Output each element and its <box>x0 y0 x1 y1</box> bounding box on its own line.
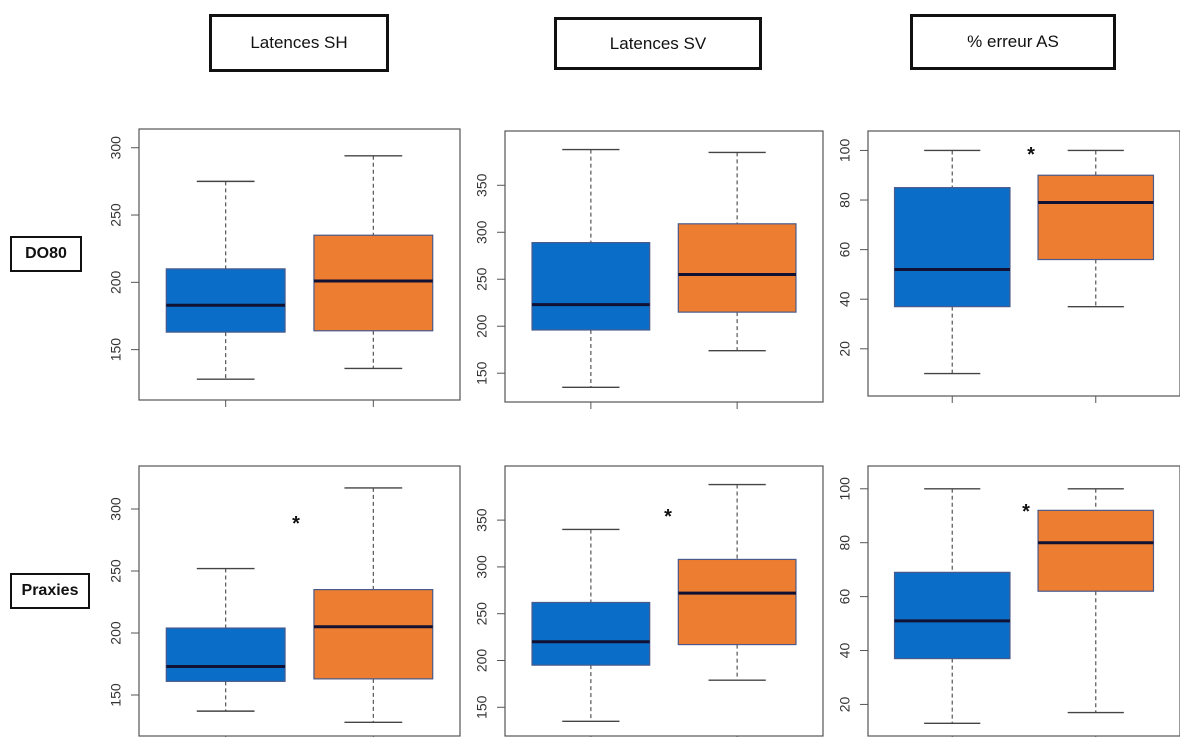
row-label-do80: DO80 <box>10 236 82 272</box>
y-tick-label: 300 <box>108 497 124 521</box>
y-tick-label: 150 <box>108 338 124 362</box>
significance-star: * <box>1022 501 1030 523</box>
plot-frame <box>138 465 461 737</box>
plot-frame <box>867 130 1180 397</box>
box-body <box>531 242 651 331</box>
y-tick-label: 40 <box>837 643 853 659</box>
plot-frame <box>504 130 824 403</box>
y-tick-label: 20 <box>837 696 853 712</box>
y-tick-label: 150 <box>474 361 490 385</box>
y-tick-label: 40 <box>837 291 853 307</box>
box-body <box>677 223 797 313</box>
box-body <box>313 588 434 680</box>
y-tick-label: 60 <box>837 589 853 605</box>
plot-frame <box>867 465 1180 737</box>
y-tick-label: 100 <box>837 139 853 163</box>
box-body <box>1037 509 1155 592</box>
y-tick-label: 350 <box>474 173 490 197</box>
box-body <box>165 268 286 333</box>
y-tick-label: 150 <box>474 695 490 719</box>
y-tick-label: 350 <box>474 508 490 532</box>
y-tick-label: 200 <box>108 270 124 294</box>
y-tick-label: 20 <box>837 341 853 357</box>
significance-star: * <box>664 506 672 528</box>
box-body <box>893 571 1011 660</box>
y-tick-label: 300 <box>108 136 124 160</box>
y-tick-label: 150 <box>108 683 124 707</box>
y-tick-label: 250 <box>474 602 490 626</box>
box-body <box>531 601 651 666</box>
y-tick-label: 250 <box>474 267 490 291</box>
y-tick-label: 300 <box>474 220 490 244</box>
y-tick-label: 80 <box>837 535 853 551</box>
box-body <box>1037 174 1155 261</box>
y-tick-label: 80 <box>837 192 853 208</box>
box-body <box>313 234 434 332</box>
y-tick-label: 200 <box>108 621 124 645</box>
y-tick-label: 300 <box>474 555 490 579</box>
plot-frame <box>138 128 461 401</box>
plot-frame <box>504 465 824 737</box>
header-latences-sv: Latences SV <box>554 17 762 70</box>
significance-star: * <box>1027 144 1035 166</box>
box-body <box>893 187 1011 308</box>
y-tick-label: 250 <box>108 559 124 583</box>
significance-star: * <box>292 513 300 535</box>
y-tick-label: 200 <box>474 649 490 673</box>
y-tick-label: 200 <box>474 314 490 338</box>
header-latences-sh: Latences SH <box>209 14 389 72</box>
box-body <box>165 627 286 682</box>
y-tick-label: 100 <box>837 477 853 501</box>
row-label-praxies: Praxies <box>10 573 90 609</box>
box-body <box>677 558 797 646</box>
y-tick-label: 60 <box>837 242 853 258</box>
header-erreur-as: % erreur AS <box>910 14 1116 70</box>
y-tick-label: 250 <box>108 203 124 227</box>
